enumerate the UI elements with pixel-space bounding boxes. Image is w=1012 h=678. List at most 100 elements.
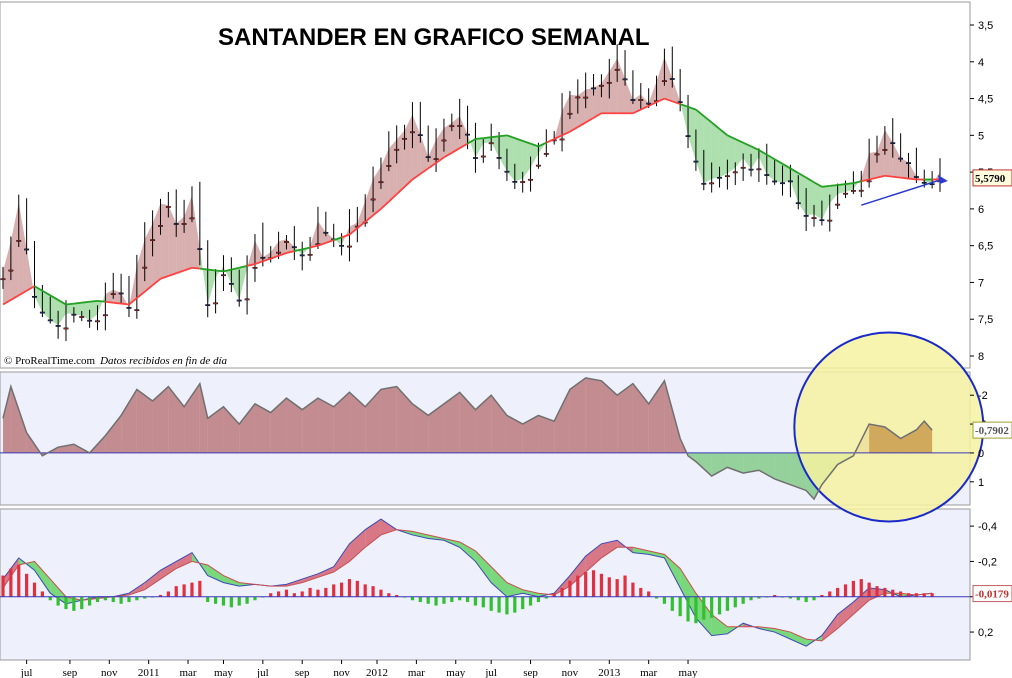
macd-histogram-bar [9, 568, 13, 597]
candle-body [638, 99, 644, 101]
oscillator-fill-segment [758, 452, 775, 479]
ma-segment [884, 174, 893, 178]
ma-fill-segment [34, 286, 43, 312]
ma-segment [348, 227, 358, 236]
macd-histogram-bar [339, 582, 344, 597]
ma-fill-segment [695, 109, 704, 184]
macd-histogram-bar [749, 596, 753, 601]
macd-histogram-bar [316, 589, 320, 597]
candle-body [874, 153, 880, 156]
ma-segment [435, 156, 445, 164]
macd-histogram-bar [135, 596, 139, 601]
ma-fill-segment [278, 239, 287, 256]
macd-histogram-bar [717, 596, 722, 615]
ma-segment [774, 158, 783, 165]
macd-histogram-bar [324, 587, 328, 597]
ma-segment [215, 269, 224, 273]
candle-body [134, 309, 140, 312]
candle-body [24, 248, 30, 251]
ma-segment [325, 239, 335, 244]
macd-histogram-bar [788, 596, 792, 599]
ma-fill-segment [758, 150, 767, 175]
ma-segment [278, 252, 287, 257]
candle-body [189, 217, 195, 220]
candle-body [740, 166, 746, 169]
ma-segment [585, 117, 594, 124]
ma-segment [498, 134, 508, 138]
candle-body [480, 155, 486, 158]
ma-fill-segment [317, 221, 326, 246]
ma-fill-segment [522, 140, 531, 179]
ma-fill-segment [569, 94, 578, 132]
candle-body [347, 245, 352, 248]
ma-segment [530, 142, 539, 148]
candle-body [8, 269, 14, 272]
oscillator-fill-segment [199, 383, 208, 453]
candle-body [575, 96, 581, 99]
macd-histogram-bar [292, 593, 296, 597]
macd-fill-segment [302, 573, 318, 583]
macd-fill-segment [569, 556, 586, 587]
candle-body [512, 181, 518, 183]
macd-histogram-bar [481, 596, 485, 608]
macd-histogram-bar [387, 593, 391, 597]
candle-body [213, 302, 219, 305]
candle-body [472, 157, 478, 159]
candle-body [260, 256, 266, 259]
x-tick-label: may [446, 667, 465, 678]
ma-segment [821, 185, 830, 188]
oscillator-fill-segment [695, 452, 712, 477]
candle-body [780, 182, 785, 185]
macd-histogram-bar [914, 593, 918, 597]
ma-fill-segment [680, 101, 689, 136]
oscillator-fill-segment [617, 383, 633, 453]
ma-segment [26, 285, 35, 292]
macd-histogram-bar [32, 582, 37, 597]
ma-segment [81, 300, 90, 304]
candle-body [488, 142, 494, 145]
ma-fill-segment [585, 87, 594, 123]
candle-body [205, 304, 211, 306]
candle-body [898, 157, 904, 160]
ma-fill-segment [743, 142, 752, 170]
ma-segment [183, 266, 193, 272]
ma-segment [49, 294, 59, 301]
ma-segment [703, 115, 713, 124]
candle-body [465, 133, 471, 136]
ma-fill-segment [459, 116, 468, 149]
macd-histogram-bar [883, 587, 887, 597]
ma-segment [671, 100, 681, 105]
macd-histogram-bar [536, 596, 541, 603]
ma-segment [829, 184, 838, 187]
candle-body [906, 162, 911, 164]
ma-segment [813, 181, 823, 188]
price-tick-label: 8 [978, 351, 984, 363]
macd-histogram-bar [631, 582, 635, 597]
ma-segment [207, 268, 216, 272]
macd-histogram-bar [442, 596, 446, 604]
ma-fill-segment [349, 222, 358, 235]
macd-fill-segment [317, 566, 334, 578]
ma-fill-segment [837, 184, 846, 194]
signal-line [2, 529, 933, 642]
ma-fill-segment [176, 216, 185, 274]
ma-fill-segment [640, 94, 649, 110]
ma-fill-segment [443, 122, 452, 158]
macd-histogram-bar [450, 596, 454, 603]
ma-segment [561, 130, 571, 137]
oscillator-fill-segment [317, 398, 334, 453]
ma-segment [742, 141, 752, 148]
macd-histogram-bar [95, 596, 100, 603]
candle-body [567, 112, 573, 115]
ma-segment [97, 299, 106, 303]
ma-segment [718, 128, 728, 137]
ma-fill-segment [333, 237, 342, 246]
ma-fill-segment [58, 299, 66, 326]
ma-segment [333, 236, 342, 241]
macd-fill-segment [522, 589, 539, 597]
ma-segment [483, 136, 492, 139]
macd-histogram-bar [702, 596, 706, 620]
candle-body [181, 223, 187, 225]
macd-histogram-bar [395, 594, 399, 597]
